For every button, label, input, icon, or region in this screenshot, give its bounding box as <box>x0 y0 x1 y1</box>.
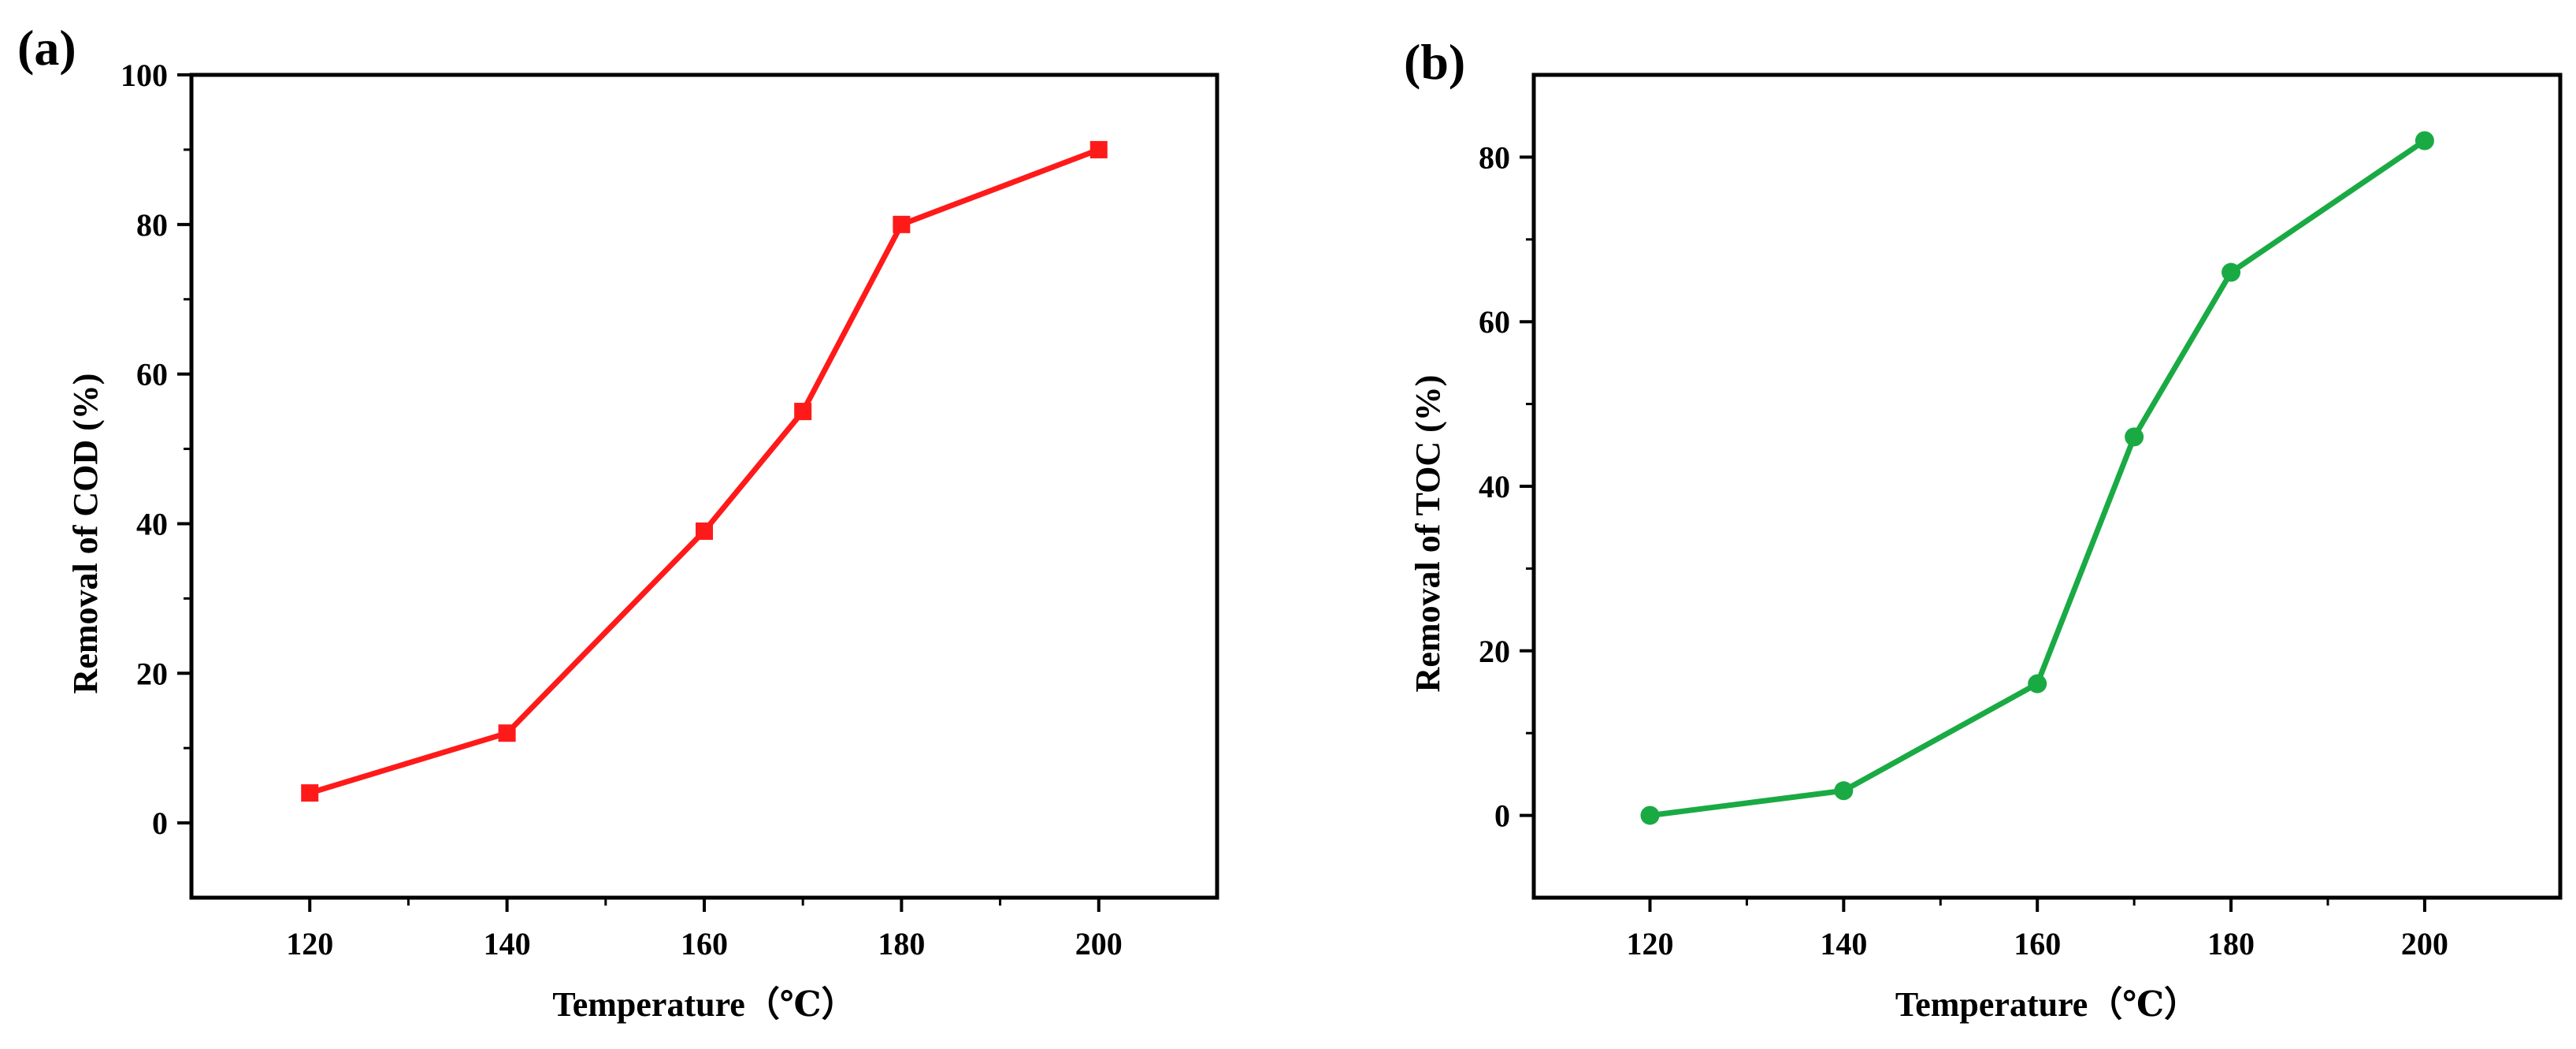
panel-a-y-axis-label: Removal of COD (%) <box>66 374 105 694</box>
y-tick-label: 80 <box>136 207 168 243</box>
x-tick-label: 120 <box>1627 926 1674 962</box>
data-point <box>1640 805 1660 825</box>
panel-a-x-axis-label: Temperature（℃） <box>552 985 856 1024</box>
y-tick-label: 40 <box>1479 469 1510 504</box>
data-point <box>2415 131 2434 151</box>
x-tick-label: 140 <box>1820 926 1867 962</box>
panel-a: (a) 0 20 40 60 80 100 120 140 160 180 200 Tempera… <box>17 20 1219 1024</box>
x-tick-label: 200 <box>1075 926 1123 962</box>
y-tick-label: 60 <box>1479 304 1510 340</box>
data-point <box>2125 427 2144 447</box>
data-point <box>498 724 516 742</box>
y-tick-label: 20 <box>136 656 168 691</box>
panel-b: (b) 0 20 40 60 80 120 140 160 180 200 Temperatur… <box>1404 34 2563 1024</box>
panel-b-series <box>1640 131 2434 825</box>
panel-a-y-ticks: 0 20 40 60 80 100 <box>121 58 191 841</box>
panel-b-x-ticks: 120 140 160 180 200 <box>1627 898 2448 962</box>
panel-b-x-axis-label: Temperature（℃） <box>1895 985 2199 1024</box>
data-point <box>794 403 812 421</box>
x-tick-label: 160 <box>2014 926 2061 962</box>
x-tick-label: 140 <box>484 926 531 962</box>
x-tick-label: 180 <box>2207 926 2255 962</box>
panel-a-x-ticks: 120 140 160 180 200 <box>286 898 1123 962</box>
x-tick-label: 180 <box>878 926 925 962</box>
y-tick-label: 40 <box>136 506 168 541</box>
panel-b-plot-frame <box>1531 73 2563 900</box>
x-tick-label: 120 <box>286 926 333 962</box>
x-tick-label: 160 <box>681 926 728 962</box>
y-tick-label: 0 <box>1494 798 1510 834</box>
y-tick-label: 20 <box>1479 634 1510 669</box>
series-line <box>309 147 1101 796</box>
data-point <box>1089 140 1108 158</box>
data-point <box>1834 781 1854 801</box>
panel-a-plot-frame <box>189 73 1219 900</box>
panel-a-series <box>301 140 1108 802</box>
data-point <box>301 784 319 802</box>
data-point <box>2222 262 2241 282</box>
panel-a-label: (a) <box>17 20 76 76</box>
y-tick-label: 0 <box>152 805 168 841</box>
panel-b-y-axis-label: Removal of TOC (%) <box>1409 375 1447 693</box>
series-line <box>1650 138 2426 819</box>
data-point <box>893 215 911 233</box>
y-tick-label: 100 <box>121 58 168 93</box>
x-tick-label: 200 <box>2401 926 2448 962</box>
panel-b-label: (b) <box>1404 34 1465 90</box>
data-point <box>2028 674 2047 694</box>
y-tick-label: 80 <box>1479 139 1510 175</box>
y-tick-label: 60 <box>136 357 168 392</box>
panel-b-y-ticks: 0 20 40 60 80 <box>1479 139 1534 834</box>
data-point <box>696 522 713 540</box>
